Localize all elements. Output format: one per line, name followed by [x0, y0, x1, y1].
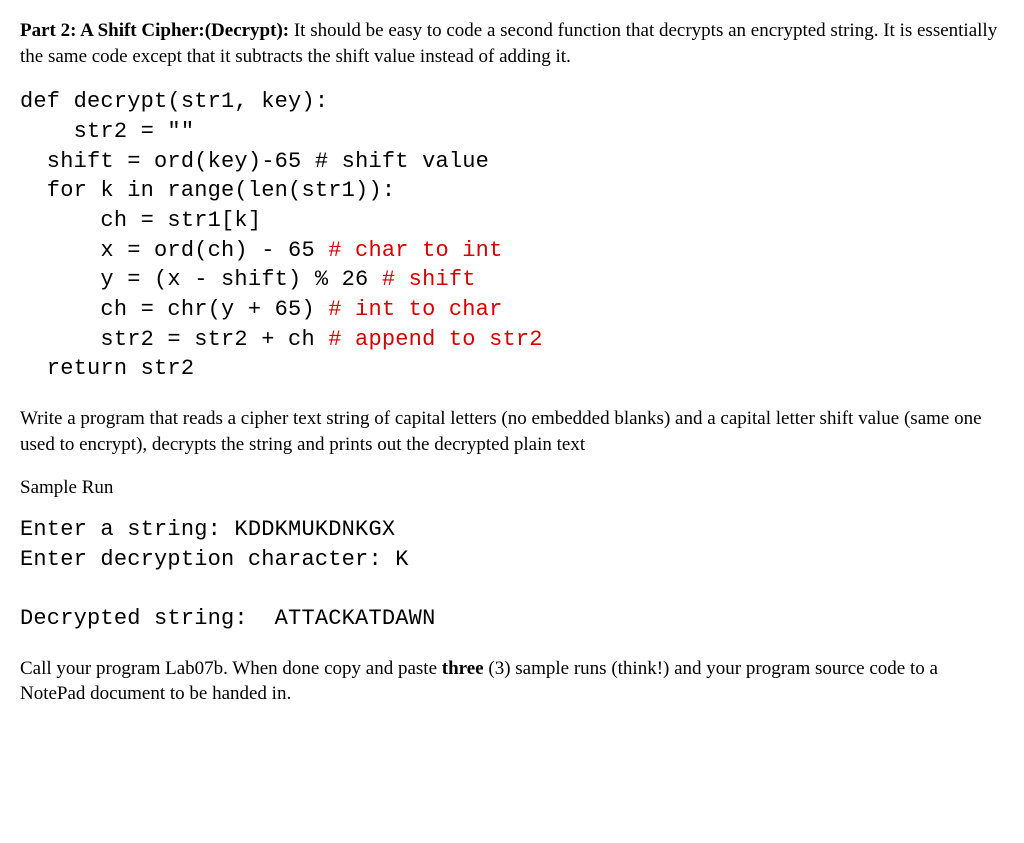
code-line-6b: # char to int [328, 238, 502, 263]
closing-paragraph: Call your program Lab07b. When done copy… [20, 656, 1004, 707]
instruction-paragraph: Write a program that reads a cipher text… [20, 406, 1004, 457]
code-line-2: str2 = "" [20, 119, 194, 144]
code-line-3b: # shift value [315, 149, 489, 174]
sample-run-block: Enter a string: KDDKMUKDNKGX Enter decry… [20, 515, 1004, 634]
intro-paragraph: Part 2: A Shift Cipher:(Decrypt): It sho… [20, 18, 1004, 69]
sample-line-2: Enter decryption character: K [20, 547, 409, 572]
code-line-8a: ch = chr(y + 65) [20, 297, 328, 322]
sample-run-title: Sample Run [20, 475, 1004, 501]
code-line-9b: # append to str2 [328, 327, 542, 352]
code-line-4: for k in range(len(str1)): [20, 178, 395, 203]
code-line-8b: # int to char [328, 297, 502, 322]
code-line-10: return str2 [20, 356, 194, 381]
closing-a: Call your program Lab07b. When done copy… [20, 658, 442, 679]
code-line-6a: x = ord(ch) - 65 [20, 238, 328, 263]
intro-title: Part 2: A Shift Cipher:(Decrypt): [20, 20, 289, 41]
code-block: def decrypt(str1, key): str2 = "" shift … [20, 87, 1004, 384]
code-line-7a: y = (x - shift) % 26 [20, 267, 382, 292]
sample-line-1: Enter a string: KDDKMUKDNKGX [20, 517, 395, 542]
code-line-7b: # shift [382, 267, 476, 292]
code-line-3a: shift = ord(key)-65 [20, 149, 315, 174]
code-line-9a: str2 = str2 + ch [20, 327, 328, 352]
closing-b: three [442, 658, 484, 679]
code-line-5: ch = str1[k] [20, 208, 261, 233]
sample-line-3: Decrypted string: ATTACKATDAWN [20, 606, 435, 631]
code-line-1: def decrypt(str1, key): [20, 89, 328, 114]
